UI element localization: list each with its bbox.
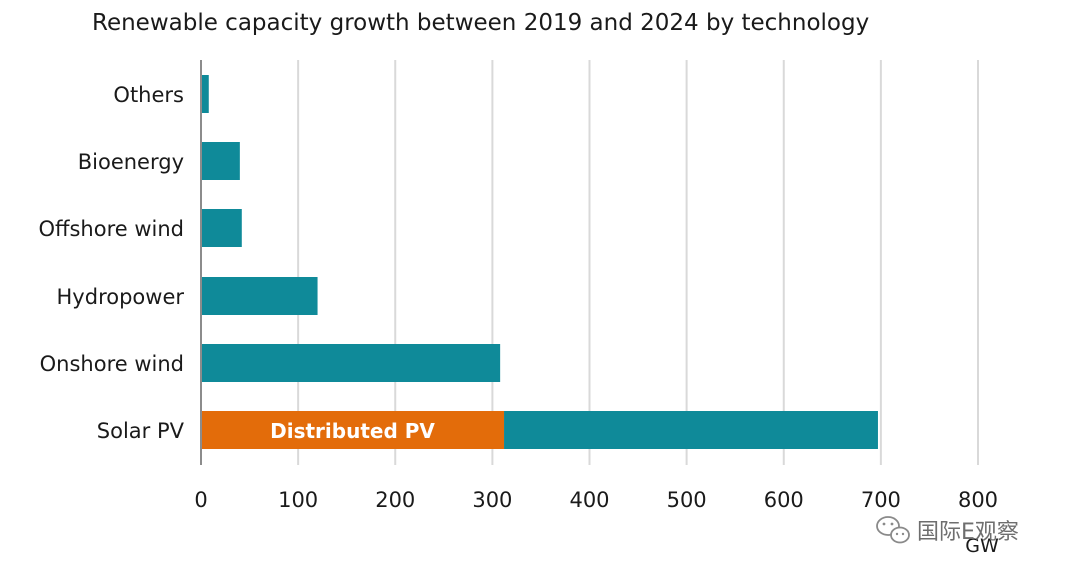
x-tick-label: 200 <box>375 488 415 512</box>
watermark: 国际E观察 <box>876 516 1019 545</box>
wechat-icon <box>876 516 910 544</box>
x-tick-label: 0 <box>194 488 207 512</box>
category-label: Hydropower <box>57 285 185 309</box>
category-label: Offshore wind <box>38 217 184 241</box>
x-tick-label: 400 <box>569 488 609 512</box>
category-label: Bioenergy <box>78 150 184 174</box>
bar-segment <box>201 209 242 247</box>
category-label: Others <box>113 83 184 107</box>
bar-segment <box>504 411 878 449</box>
x-tick-label: 700 <box>861 488 901 512</box>
x-tick-label: 500 <box>667 488 707 512</box>
bar-segment <box>201 277 318 315</box>
bar-segment-label: Distributed PV <box>270 419 435 443</box>
x-tick-label: 800 <box>958 488 998 512</box>
x-tick-labels: 0 100 200 300 400 500 600 700 800 <box>194 488 998 512</box>
x-axis-unit-label: GW <box>965 535 999 557</box>
category-label: Solar PV <box>97 419 185 443</box>
bar-segment <box>201 344 501 382</box>
gridlines <box>297 60 979 465</box>
bar-segment <box>201 411 505 449</box>
chart-title: Renewable capacity growth between 2019 a… <box>92 10 869 36</box>
bar-segment <box>201 142 240 180</box>
bar-segment <box>201 75 209 113</box>
x-tick-label: 600 <box>764 488 804 512</box>
category-labels: Others Bioenergy Offshore wind Hydropower On… <box>38 83 184 443</box>
x-tick-label: 100 <box>278 488 318 512</box>
bars: Distributed PV <box>201 75 878 449</box>
x-tick-label: 300 <box>472 488 512 512</box>
watermark-text: 国际E观察 <box>917 520 1019 545</box>
category-label: Onshore wind <box>40 352 184 376</box>
